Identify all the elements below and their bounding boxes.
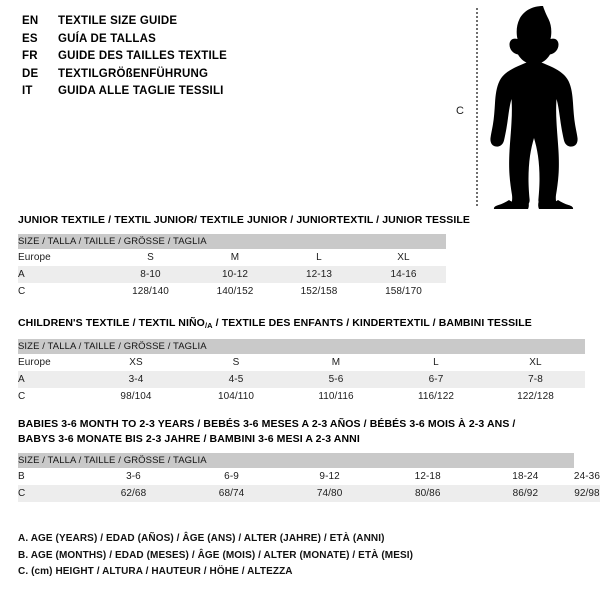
table-row: A 8-10 10-12 12-13 14-16	[18, 266, 446, 283]
cell-value: S	[108, 249, 193, 266]
table-header-row: SIZE / TALLA / TAILLE / GRÖSSE / TAGLIA	[18, 234, 446, 249]
row-label: Europe	[18, 354, 86, 371]
size-table-junior: SIZE / TALLA / TAILLE / GRÖSSE / TAGLIA …	[18, 234, 446, 300]
cell-value: L	[277, 249, 361, 266]
cell-value: 7-8	[486, 371, 585, 388]
section-title-children-post: / TEXTILE DES ENFANTS / KINDERTEXTIL / B…	[212, 317, 532, 329]
cell-value: XS	[86, 354, 186, 371]
section-junior: JUNIOR TEXTILE / TEXTIL JUNIOR/ TEXTILE …	[18, 213, 470, 300]
row-label: A	[18, 266, 108, 283]
language-code: ES	[22, 32, 38, 45]
legend-block: A. AGE (YEARS) / EDAD (AÑOS) / ÂGE (ANS)…	[18, 531, 538, 581]
cell-value: 12-18	[378, 468, 477, 485]
row-label: B	[18, 468, 85, 485]
cell-value: XL	[361, 249, 446, 266]
size-table-children: SIZE / TALLA / TAILLE / GRÖSSE / TAGLIA …	[18, 339, 585, 405]
size-header-label: SIZE / TALLA / TAILLE / GRÖSSE / TAGLIA	[18, 234, 446, 249]
cell-value: 122/128	[486, 388, 585, 405]
section-children: CHILDREN'S TEXTILE / TEXTIL NIÑO/A / TEX…	[18, 316, 585, 405]
cell-value: 86/92	[476, 485, 574, 502]
language-title: TEXTILGRÖßENFÜHRUNG	[58, 67, 209, 80]
height-axis-label: C	[456, 105, 464, 117]
section-title-children-sub: /A	[204, 321, 213, 330]
cell-value: 6-9	[182, 468, 281, 485]
legend-line-c: C. (cm) HEIGHT / ALTURA / HAUTEUR / HÖHE…	[18, 566, 293, 577]
table-row: Europe S M L XL	[18, 249, 446, 266]
row-label: Europe	[18, 249, 108, 266]
legend-line-a: A. AGE (YEARS) / EDAD (AÑOS) / ÂGE (ANS)…	[18, 533, 385, 544]
cell-value: 4-5	[186, 371, 286, 388]
row-label: C	[18, 485, 85, 502]
language-title: GUIDE DES TAILLES TEXTILE	[58, 50, 227, 62]
language-code: EN	[22, 15, 39, 27]
language-row: ES GUÍA DE TALLAS	[22, 32, 422, 50]
table-row: A 3-4 4-5 5-6 6-7 7-8	[18, 371, 585, 388]
height-measurement-figure: C	[440, 0, 600, 215]
cell-value: 3-6	[84, 468, 183, 485]
cell-value: M	[286, 354, 386, 371]
language-code: FR	[22, 50, 38, 62]
cell-value: M	[193, 249, 277, 266]
cell-value: 6-7	[386, 371, 486, 388]
row-label: C	[18, 283, 108, 300]
size-table-babies: SIZE / TALLA / TAILLE / GRÖSSE / TAGLIA …	[18, 453, 600, 502]
cell-value: 74/80	[280, 485, 379, 502]
language-row: DE TEXTILGRÖßENFÜHRUNG	[22, 67, 422, 85]
cell-value: 104/110	[186, 388, 286, 405]
cell-value: 3-4	[86, 371, 186, 388]
section-title-babies-line2: BABYS 3-6 MONATE BIS 2-3 JAHRE / BAMBINI…	[18, 433, 360, 445]
language-row: IT GUIDA ALLE TAGLIE TESSILI	[22, 84, 422, 102]
section-babies: BABIES 3-6 MONTH TO 2-3 YEARS / BEBÉS 3-…	[18, 417, 600, 502]
language-title: GUÍA DE TALLAS	[58, 32, 156, 45]
section-title-children: CHILDREN'S TEXTILE / TEXTIL NIÑO/A / TEX…	[18, 316, 585, 333]
cell-value: 98/104	[86, 388, 186, 405]
language-title: TEXTILE SIZE GUIDE	[58, 15, 178, 27]
language-code: IT	[22, 85, 33, 97]
cell-value: 110/116	[286, 388, 386, 405]
section-title-junior: JUNIOR TEXTILE / TEXTIL JUNIOR/ TEXTILE …	[18, 214, 470, 226]
language-row: FR GUIDE DES TAILLES TEXTILE	[22, 49, 422, 67]
cell-value: 140/152	[193, 283, 277, 300]
language-header-block: EN TEXTILE SIZE GUIDE ES GUÍA DE TALLAS …	[22, 14, 422, 102]
section-title-babies-line1: BABIES 3-6 MONTH TO 2-3 YEARS / BEBÉS 3-…	[18, 418, 516, 430]
cell-value: S	[186, 354, 286, 371]
cell-value: 5-6	[286, 371, 386, 388]
toddler-silhouette-icon	[490, 6, 578, 209]
section-title-children-pre: CHILDREN'S TEXTILE / TEXTIL NIÑO	[18, 317, 205, 329]
cell-value: 9-12	[280, 468, 379, 485]
cell-value: 158/170	[361, 283, 446, 300]
language-code: DE	[22, 67, 39, 80]
cell-value: 18-24	[476, 468, 574, 485]
cell-value: 92/98	[573, 485, 600, 502]
cell-value: 80/86	[378, 485, 477, 502]
row-label: C	[18, 388, 86, 405]
language-row: EN TEXTILE SIZE GUIDE	[22, 14, 422, 32]
cell-value: 12-13	[277, 266, 361, 283]
table-row: C 98/104 104/110 110/116 116/122 122/128	[18, 388, 585, 405]
cell-value: 152/158	[277, 283, 361, 300]
cell-value: L	[386, 354, 486, 371]
cell-value: 24-36	[573, 468, 600, 485]
table-header-row: SIZE / TALLA / TAILLE / GRÖSSE / TAGLIA	[18, 453, 600, 468]
table-header-row: SIZE / TALLA / TAILLE / GRÖSSE / TAGLIA	[18, 339, 585, 354]
cell-value: XL	[486, 354, 585, 371]
cell-value: 68/74	[182, 485, 281, 502]
legend-line-b: B. AGE (MONTHS) / EDAD (MESES) / ÂGE (MO…	[18, 549, 414, 561]
cell-value: 116/122	[386, 388, 486, 405]
cell-value: 14-16	[361, 266, 446, 283]
language-title: GUIDA ALLE TAGLIE TESSILI	[58, 85, 224, 97]
cell-value: 10-12	[193, 266, 277, 283]
cell-value: 8-10	[108, 266, 193, 283]
row-label: A	[18, 371, 86, 388]
size-header-label: SIZE / TALLA / TAILLE / GRÖSSE / TAGLIA	[18, 339, 585, 354]
cell-value: 62/68	[84, 485, 183, 502]
table-row: B 3-6 6-9 9-12 12-18 18-24 24-36	[18, 468, 600, 485]
cell-value: 128/140	[108, 283, 193, 300]
table-row: C 128/140 140/152 152/158 158/170	[18, 283, 446, 300]
table-row: C 62/68 68/74 74/80 80/86 86/92 92/98	[18, 485, 600, 502]
table-row: Europe XS S M L XL	[18, 354, 585, 371]
height-dashed-line	[476, 8, 478, 206]
size-header-label: SIZE / TALLA / TAILLE / GRÖSSE / TAGLIA	[18, 453, 574, 468]
